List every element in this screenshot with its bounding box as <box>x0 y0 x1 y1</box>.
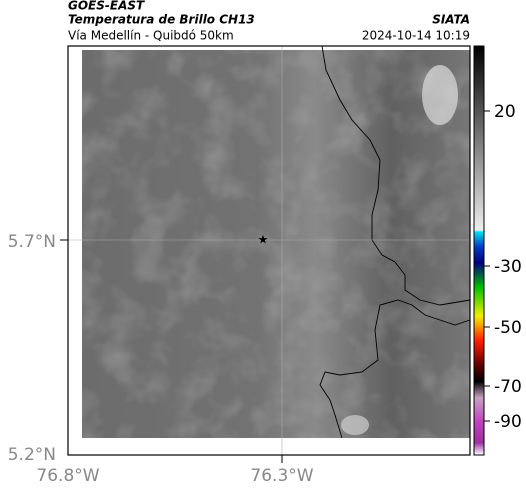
lat-label: 5.7°N <box>8 232 56 252</box>
source-label: SIATA <box>432 13 470 27</box>
datetime-label: 2024-10-14 10:19 <box>362 29 470 43</box>
route-label: Vía Medellín - Quibdó 50km <box>68 29 234 43</box>
product-title: Temperatura de Brillo CH13 <box>68 13 255 27</box>
satellite-name: GOES-EAST <box>68 0 145 13</box>
colorbar-label: -90 <box>494 412 522 432</box>
lat-label: 5.2°N <box>8 445 56 465</box>
satellite-image <box>82 50 470 438</box>
borders <box>319 45 471 439</box>
map-frame <box>67 45 471 456</box>
colorbar-label: 20 <box>494 102 516 122</box>
lon-label: 76.3°W <box>250 466 313 486</box>
colorbar-label: -50 <box>494 318 522 338</box>
lon-label: 76.8°W <box>36 466 99 486</box>
colorbar-label: -30 <box>494 257 522 277</box>
colorbar-label: -70 <box>494 377 522 397</box>
location-star: ★ <box>258 233 269 247</box>
colorbar <box>473 45 485 456</box>
